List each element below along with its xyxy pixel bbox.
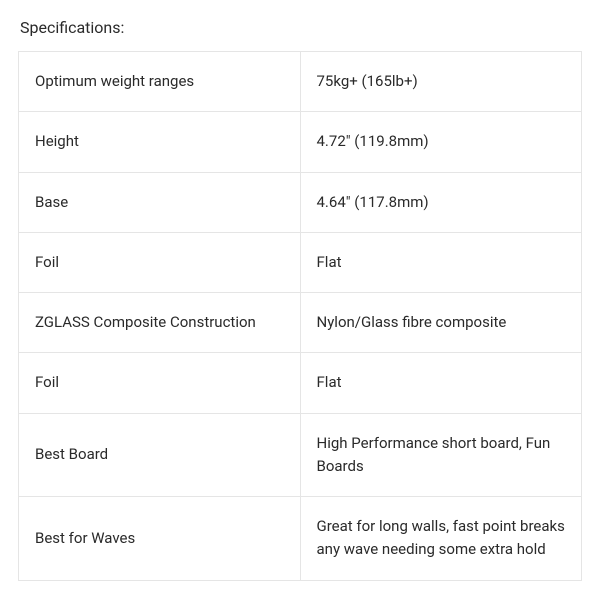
table-row: Best Board High Performance short board,… — [19, 413, 582, 497]
table-row: Height 4.72" (119.8mm) — [19, 112, 582, 172]
table-row: Optimum weight ranges 75kg+ (165lb+) — [19, 52, 582, 112]
spec-label: Best for Waves — [19, 497, 301, 581]
spec-value: Great for long walls, fast point breaks … — [300, 497, 582, 581]
spec-label: Best Board — [19, 413, 301, 497]
spec-label: ZGLASS Composite Construction — [19, 293, 301, 353]
specifications-table: Optimum weight ranges 75kg+ (165lb+) Hei… — [18, 51, 582, 581]
table-row: Best for Waves Great for long walls, fas… — [19, 497, 582, 581]
spec-label: Foil — [19, 353, 301, 413]
spec-value: 4.72" (119.8mm) — [300, 112, 582, 172]
table-row: Foil Flat — [19, 232, 582, 292]
table-row: Foil Flat — [19, 353, 582, 413]
spec-value: Nylon/Glass fibre composite — [300, 293, 582, 353]
spec-label: Height — [19, 112, 301, 172]
spec-value: High Performance short board, Fun Boards — [300, 413, 582, 497]
table-row: Base 4.64" (117.8mm) — [19, 172, 582, 232]
spec-value: Flat — [300, 232, 582, 292]
page-title: Specifications: — [18, 18, 582, 37]
spec-value: Flat — [300, 353, 582, 413]
spec-label: Base — [19, 172, 301, 232]
spec-value: 75kg+ (165lb+) — [300, 52, 582, 112]
spec-label: Foil — [19, 232, 301, 292]
spec-value: 4.64" (117.8mm) — [300, 172, 582, 232]
table-row: ZGLASS Composite Construction Nylon/Glas… — [19, 293, 582, 353]
spec-label: Optimum weight ranges — [19, 52, 301, 112]
